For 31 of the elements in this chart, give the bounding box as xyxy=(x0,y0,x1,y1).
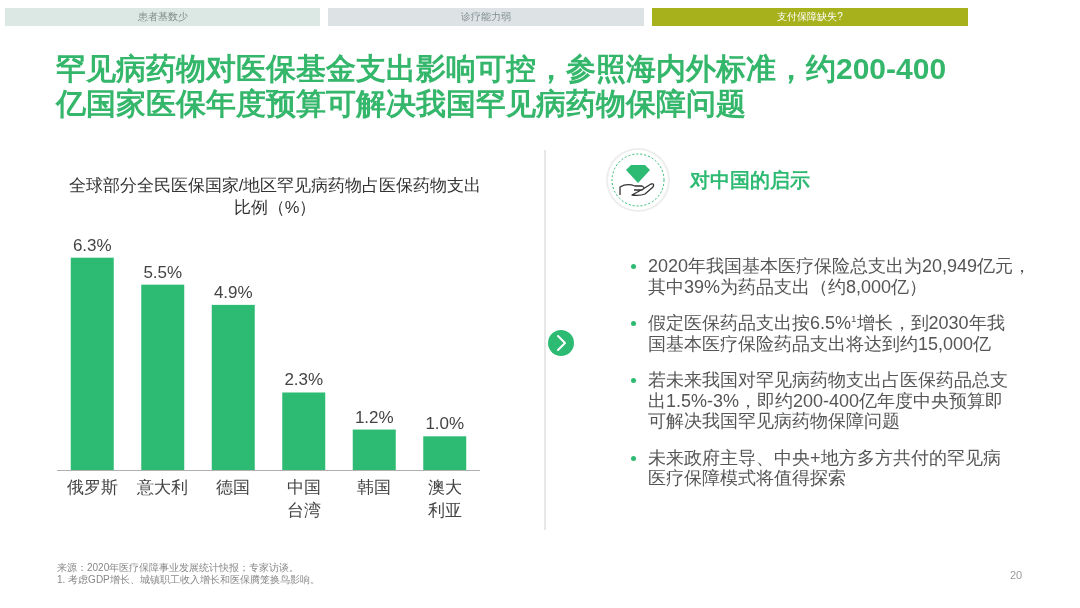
data-label: 1.2% xyxy=(354,407,394,427)
text: 若未来我国对罕见病药物支出占医保药品总支出1.5%-3%，即约200-400亿年度中央预算即可解决我国罕见病药物保障问题 xyxy=(648,370,1009,432)
source-note: 来源：2020年医疗保障事业发展统计快报；专家访谈。 xyxy=(57,562,300,574)
bar xyxy=(282,392,326,470)
text: 支付保障缺失? xyxy=(777,10,843,24)
data-label: 1.0% xyxy=(425,414,465,434)
bar xyxy=(70,257,114,470)
text: 假定医保药品支出按6.5%$^{1}$增长，到2030年我国基本医疗保险药品支出将达到约15,000亿 xyxy=(648,313,1006,354)
x-tick-label: 中国台湾 xyxy=(285,477,322,522)
bar xyxy=(423,436,467,470)
data-label: 2.3% xyxy=(284,370,324,390)
x-tick-label: 俄罗斯 xyxy=(65,477,119,499)
x-tick-label: 意大利 xyxy=(136,477,190,499)
data-label: 6.3% xyxy=(72,235,112,255)
data-label: 4.9% xyxy=(213,282,253,302)
text: 20 xyxy=(1010,569,1023,581)
text: 2020年我国基本医疗保险总支出为20,949亿元，其中39%为药品支出（约8,000亿） xyxy=(648,256,1033,297)
bar xyxy=(141,284,185,470)
x-tick-label: 澳大利亚 xyxy=(426,477,463,522)
data-label: 5.5% xyxy=(143,262,183,282)
x-tick-label: 韩国 xyxy=(356,477,393,499)
text: 对中国的启示 xyxy=(690,168,810,192)
text: 诊疗能力弱 xyxy=(461,10,511,24)
x-tick-label: 德国 xyxy=(215,477,252,499)
text: 患者基数少 xyxy=(137,10,188,24)
bar xyxy=(352,429,396,470)
chart-title: 全球部分全民医保国家/地区罕见病药物占医保药物支出比例（%） xyxy=(67,175,483,218)
text: 1. 考虑GDP增长、城镇职工收入增长和医保腾笼换鸟影响。 xyxy=(57,574,320,586)
text: 罕见病药物对医保基金支出影响可控，参照海内外标准，约200-400亿国家医保年度预算可解决我国罕见病药物保障问题 xyxy=(56,51,948,121)
bar xyxy=(211,304,255,470)
text: 未来政府主导、中央+地方多方共付的罕见病医疗保障模式将值得探索 xyxy=(648,447,1002,489)
